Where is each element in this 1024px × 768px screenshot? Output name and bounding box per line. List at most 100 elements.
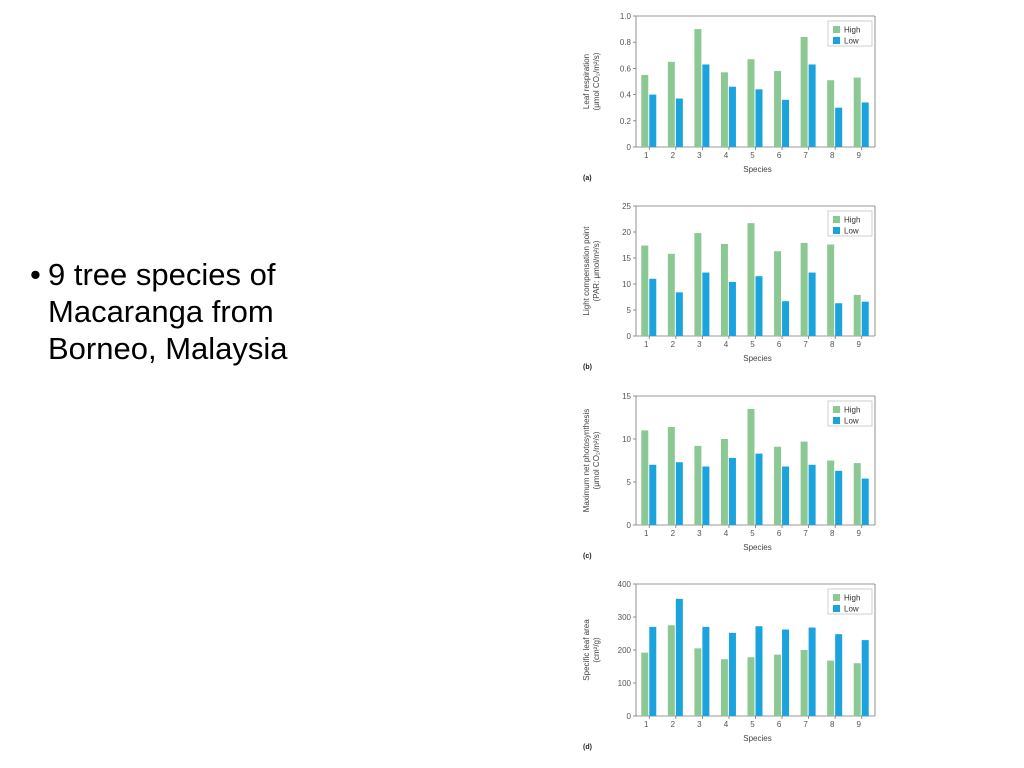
y-tick-label: 100 [618, 679, 632, 688]
legend-label-low: Low [844, 417, 859, 426]
x-tick-label: 2 [671, 151, 676, 160]
y-axis-label: Maximum net photosynthesis [582, 409, 591, 513]
x-tick-label: 9 [856, 151, 861, 160]
x-tick-label: 5 [750, 720, 755, 729]
x-tick-label: 2 [671, 340, 676, 349]
y-tick-label: 300 [618, 613, 632, 622]
y-axis-label: Light compensation point [582, 226, 591, 316]
bullet-item: • 9 tree species of Macaranga from Borne… [30, 256, 410, 367]
bullet-list: • 9 tree species of Macaranga from Borne… [30, 256, 410, 367]
bar-low [835, 470, 843, 525]
bar-low [835, 303, 843, 336]
bar-low [861, 478, 869, 525]
bar-high [800, 650, 808, 716]
y-axis-label: (PAR: μmol/m²/s) [592, 240, 601, 301]
x-tick-label: 9 [856, 340, 861, 349]
bar-low [702, 466, 710, 525]
bar-low [755, 276, 763, 336]
chart-panel-c: 0 5 10 15 1 2 3 4 5 6 7 8 9 Species Maximum net photos… [582, 392, 876, 560]
y-tick-label: 0 [627, 143, 632, 152]
chart-panel-a: 0 0.2 0.4 0.6 0.8 1.0 1 2 3 4 5 6 7 8 9 Species Leaf res… [582, 12, 876, 182]
bar-low [861, 102, 869, 147]
y-tick-label: 5 [627, 478, 632, 487]
bar-high [774, 71, 782, 147]
legend-swatch-high [833, 26, 840, 33]
bar-low [702, 64, 710, 147]
legend-label-low: Low [844, 227, 859, 236]
x-tick-label: 6 [777, 720, 782, 729]
chart-panel-d: 0 100 200 300 400 1 2 3 4 5 6 7 8 9 Species Specific le… [582, 580, 876, 751]
x-tick-label: 1 [644, 340, 649, 349]
bar-high [853, 463, 861, 525]
y-tick-label: 20 [622, 228, 631, 237]
bar-high [747, 223, 755, 336]
bar-high [747, 59, 755, 148]
bar-high [827, 460, 835, 525]
bar-high [667, 426, 675, 525]
legend-label-low: Low [844, 37, 859, 46]
x-tick-label: 3 [697, 151, 702, 160]
x-axis-label: Species [743, 165, 771, 174]
bar-low [782, 301, 790, 336]
legend-label-high: High [844, 406, 860, 415]
bar-low [861, 640, 869, 716]
bar-low [755, 453, 763, 525]
bar-low [755, 626, 763, 716]
x-tick-label: 1 [644, 529, 649, 538]
legend-swatch-high [833, 216, 840, 223]
y-tick-label: 0 [627, 712, 632, 721]
y-tick-label: 0.4 [620, 91, 632, 100]
legend-swatch-low [833, 37, 840, 44]
legend-swatch-high [833, 594, 840, 601]
bullet-text: 9 tree species of Macaranga from Borneo,… [48, 257, 288, 366]
y-axis-label: (μmol CO₂/m²/s) [592, 52, 601, 110]
x-tick-label: 1 [644, 151, 649, 160]
bar-low [808, 627, 816, 716]
bar-high [641, 245, 649, 336]
y-tick-label: 0.6 [620, 64, 632, 73]
x-tick-label: 9 [856, 529, 861, 538]
x-tick-label: 6 [777, 340, 782, 349]
x-tick-label: 3 [697, 340, 702, 349]
bar-low [728, 457, 736, 525]
bar-high [747, 408, 755, 525]
bar-low [675, 462, 683, 525]
bar-high [800, 36, 808, 147]
bar-high [800, 242, 808, 336]
x-tick-label: 8 [830, 340, 835, 349]
bar-high [774, 654, 782, 716]
y-tick-label: 0 [627, 521, 632, 530]
bar-low [755, 89, 763, 147]
bar-low [728, 281, 736, 336]
y-tick-label: 10 [622, 280, 631, 289]
bar-high [747, 657, 755, 716]
y-axis-label: (cm²/g) [592, 637, 601, 663]
x-tick-label: 5 [750, 151, 755, 160]
x-tick-label: 7 [803, 151, 808, 160]
bar-high [641, 430, 649, 525]
panel-label: (c) [583, 553, 592, 560]
bar-high [774, 446, 782, 525]
x-tick-label: 3 [697, 720, 702, 729]
bar-low [702, 626, 710, 716]
bar-low [728, 86, 736, 147]
y-axis-label: Leaf respiration [582, 54, 591, 109]
bar-high [641, 652, 649, 716]
x-tick-label: 5 [750, 529, 755, 538]
bar-low [782, 629, 790, 716]
bar-low [675, 98, 683, 147]
bar-low [702, 272, 710, 336]
bar-high [827, 244, 835, 336]
bar-low [649, 94, 657, 147]
bar-high [827, 80, 835, 147]
bar-high [641, 74, 649, 147]
x-axis-label: Species [743, 354, 771, 363]
x-tick-label: 4 [724, 340, 729, 349]
bar-high [694, 445, 702, 525]
legend-swatch-high [833, 406, 840, 413]
y-tick-label: 25 [622, 202, 631, 211]
legend-label-high: High [844, 26, 860, 35]
bar-low [808, 64, 816, 147]
bar-high [667, 61, 675, 147]
bar-high [720, 243, 728, 336]
